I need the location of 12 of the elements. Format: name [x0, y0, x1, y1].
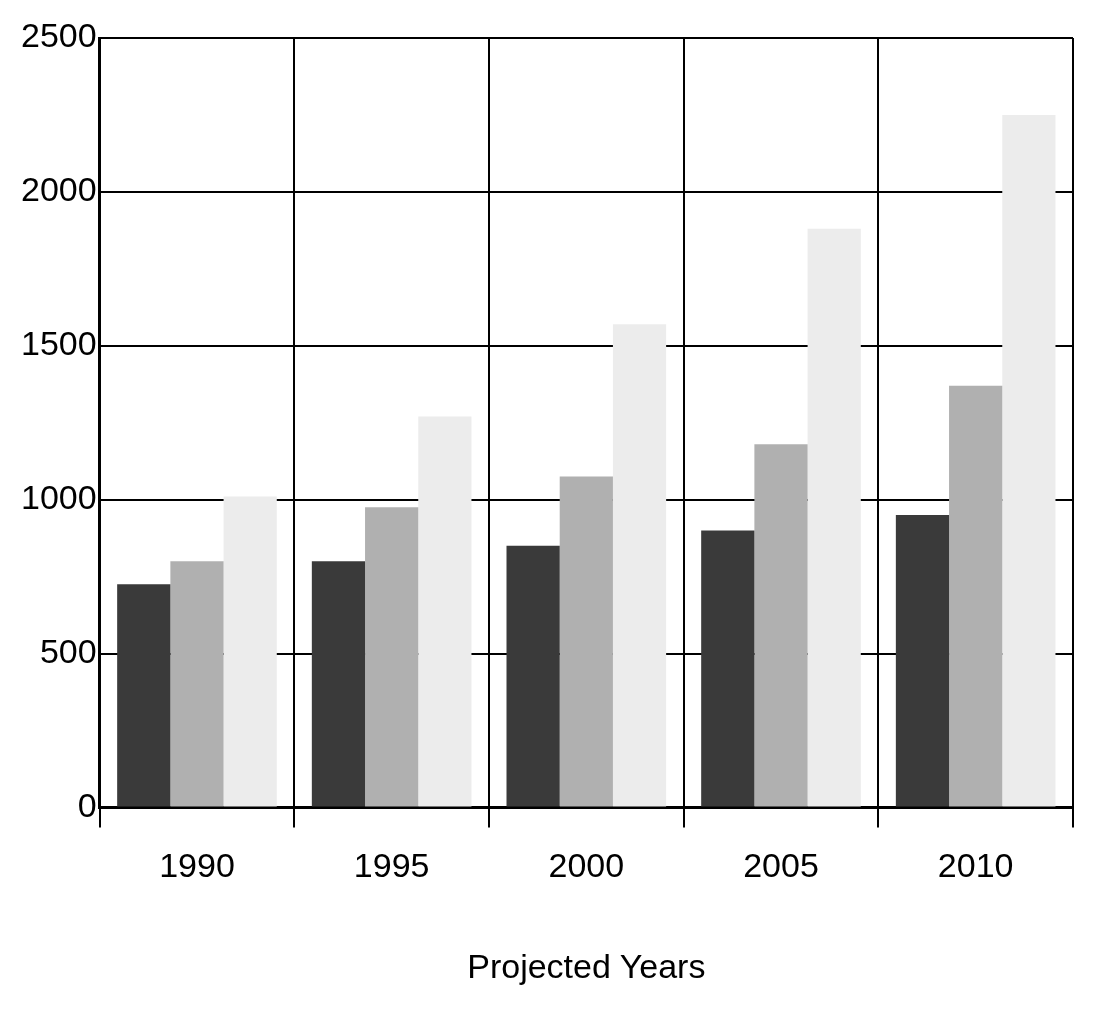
- y-tick-label: 0: [77, 785, 97, 824]
- y-tick-label: 500: [39, 631, 97, 670]
- x-axis-title: Projected Years: [467, 946, 706, 985]
- x-tick-label: 2010: [937, 846, 1014, 885]
- y-tick-label: 2500: [21, 16, 97, 55]
- y-tick-label: 1000: [21, 478, 97, 517]
- x-tick-label: 1995: [353, 846, 430, 885]
- x-tick-label: 2000: [548, 846, 625, 885]
- x-tick-label: 1990: [159, 846, 235, 885]
- y-tick-label: 1500: [21, 324, 97, 363]
- x-tick-label: 2005: [743, 846, 819, 885]
- y-tick-label: 2000: [21, 170, 97, 209]
